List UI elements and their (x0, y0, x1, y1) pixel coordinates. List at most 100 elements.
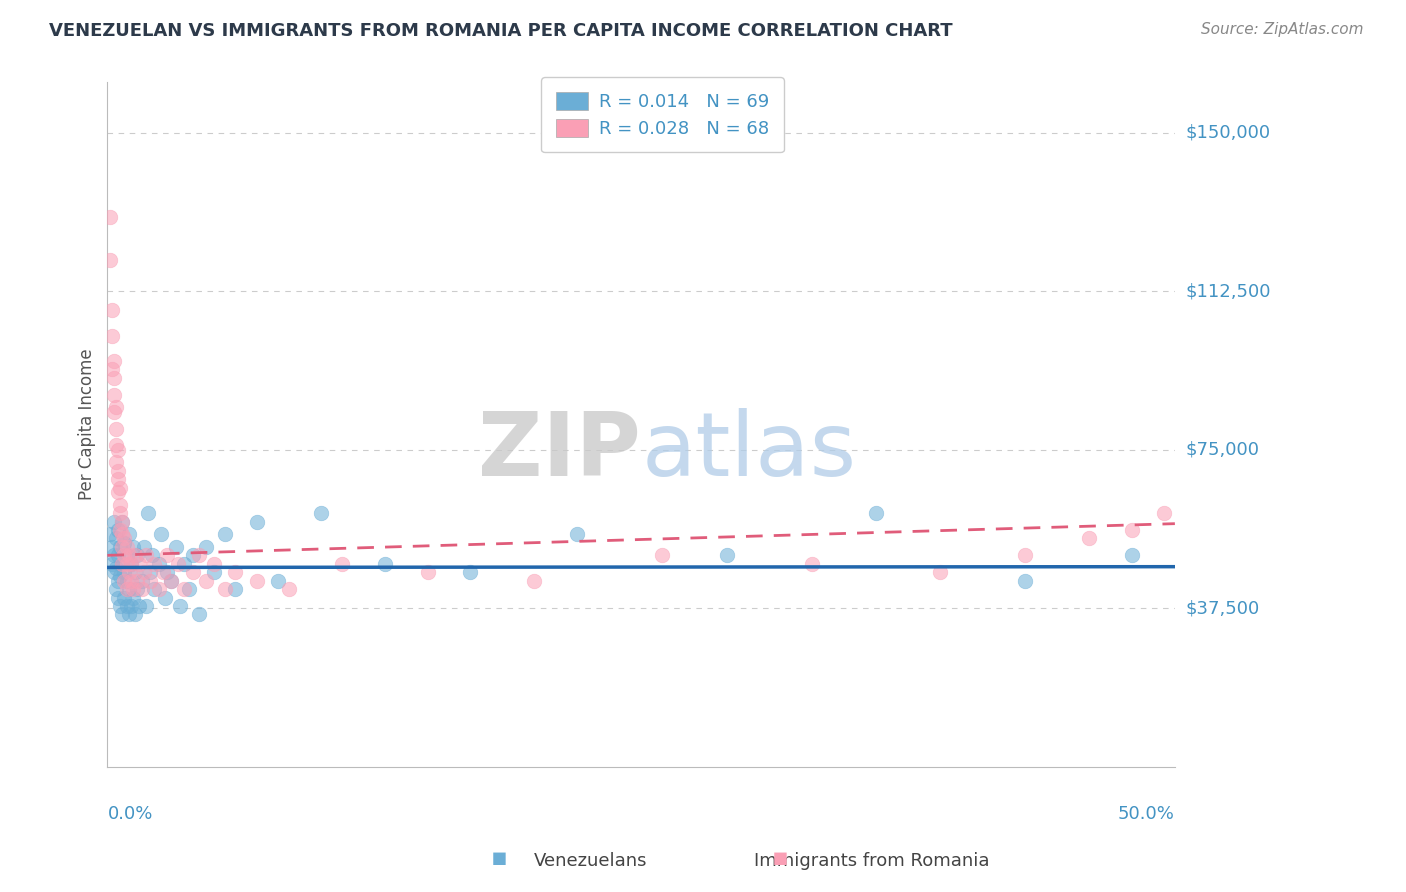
Point (120, 599, 142, 613)
Point (111, 607, 134, 622)
Point (128, 557, 150, 571)
Point (114, 574, 136, 588)
Text: 50.0%: 50.0% (1118, 805, 1175, 823)
Point (166, 557, 188, 571)
Point (115, 599, 138, 613)
Point (103, 549, 125, 563)
Point (108, 481, 131, 495)
Point (131, 574, 153, 588)
Point (169, 599, 191, 613)
Point (100, 303, 122, 318)
Point (188, 549, 211, 563)
Text: $37,500: $37,500 (1187, 599, 1260, 617)
Point (330, 557, 353, 571)
Point (800, 557, 823, 571)
Point (165, 540, 187, 554)
Point (103, 371, 125, 385)
Point (103, 354, 125, 368)
Point (111, 557, 134, 571)
Point (181, 566, 204, 580)
Point (173, 582, 195, 596)
Point (122, 591, 145, 605)
Point (141, 549, 163, 563)
Point (651, 549, 673, 563)
Text: $75,000: $75,000 (1187, 441, 1260, 458)
Point (214, 527, 236, 541)
Point (98, 252, 121, 267)
Point (111, 515, 134, 529)
Point (100, 362, 122, 376)
Point (104, 455, 127, 469)
Point (111, 527, 134, 541)
Point (115, 540, 138, 554)
Point (115, 557, 138, 571)
Point (131, 582, 153, 596)
Point (120, 574, 142, 588)
Point (156, 549, 179, 563)
Point (111, 557, 134, 571)
Point (118, 566, 141, 580)
Point (115, 574, 138, 588)
Point (118, 582, 141, 596)
Point (132, 540, 155, 554)
Point (173, 557, 195, 571)
Point (104, 401, 127, 415)
Text: ▪: ▪ (491, 846, 508, 870)
Point (124, 607, 146, 622)
Point (107, 472, 129, 486)
Point (246, 574, 269, 588)
Point (122, 540, 145, 554)
Point (224, 566, 246, 580)
Point (103, 515, 125, 529)
Point (98, 527, 121, 541)
Point (107, 442, 129, 457)
Y-axis label: Per Capita Income: Per Capita Income (79, 349, 96, 500)
Point (107, 574, 129, 588)
Point (108, 540, 131, 554)
Point (111, 540, 134, 554)
Point (865, 506, 887, 520)
Point (127, 549, 149, 563)
Point (128, 599, 150, 613)
Point (135, 549, 157, 563)
Point (100, 540, 122, 554)
Point (107, 549, 129, 563)
Point (1078, 532, 1101, 546)
Point (103, 566, 125, 580)
Point (108, 523, 131, 537)
Point (194, 574, 217, 588)
Text: ZIP: ZIP (478, 409, 641, 495)
Point (127, 574, 149, 588)
Point (194, 540, 217, 554)
Point (108, 569, 131, 583)
Point (1121, 549, 1143, 563)
Point (136, 506, 159, 520)
Point (148, 557, 170, 571)
Point (104, 582, 127, 596)
Text: Immigrants from Romania: Immigrants from Romania (754, 852, 990, 870)
Text: $150,000: $150,000 (1187, 124, 1271, 142)
Point (114, 591, 136, 605)
Point (716, 549, 738, 563)
Point (1153, 506, 1175, 520)
Point (309, 506, 332, 520)
Point (246, 515, 269, 529)
Point (1014, 549, 1036, 563)
Point (143, 582, 166, 596)
Point (416, 566, 439, 580)
Point (156, 566, 179, 580)
Point (104, 421, 127, 435)
Point (374, 557, 396, 571)
Point (929, 566, 952, 580)
Point (111, 515, 134, 529)
Point (152, 566, 174, 580)
Point (160, 574, 183, 588)
Point (135, 599, 157, 613)
Text: Venezuelans: Venezuelans (534, 852, 647, 870)
Point (107, 591, 129, 605)
Point (214, 582, 236, 596)
Point (124, 549, 146, 563)
Text: ▪: ▪ (772, 846, 789, 870)
Point (107, 464, 129, 478)
Point (188, 607, 211, 622)
